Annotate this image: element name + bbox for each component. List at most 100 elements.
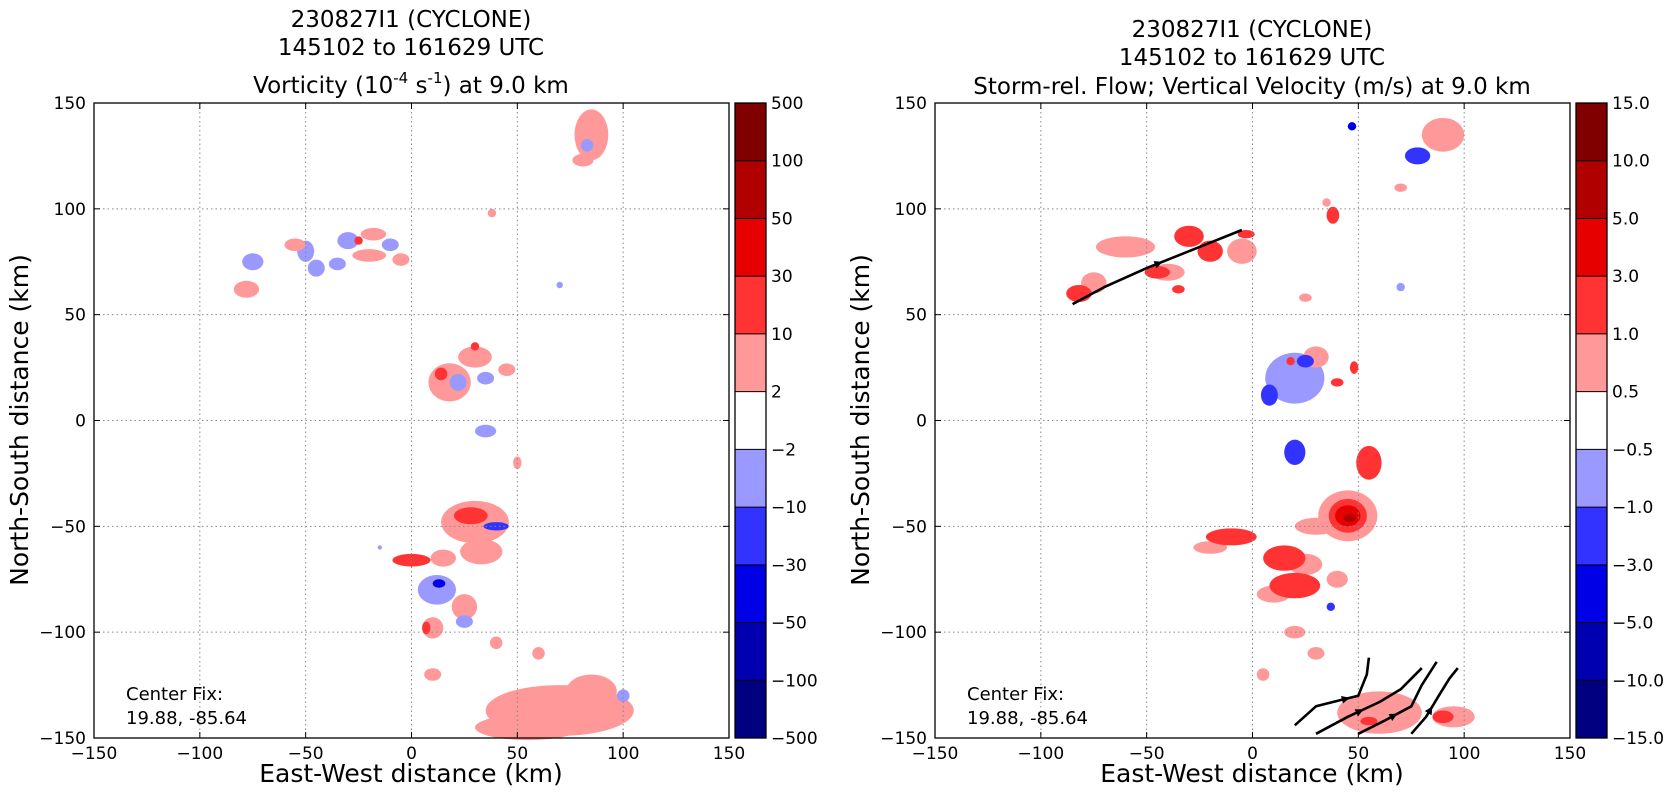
x-axis-label: East-West distance (km) [1100,759,1404,788]
colorbar-label: −2 [771,440,796,460]
y-tick-label: −50 [50,517,86,537]
field-patch [1263,545,1306,571]
streamline [1410,667,1459,735]
field-patch [1343,513,1357,523]
field-patch [377,545,382,550]
y-axis-ticks: 150 100 50 0 −50 −100 −150 [880,94,1570,749]
field-patch [1095,236,1156,258]
field-patch [1205,528,1257,546]
field-patch [1347,122,1357,131]
field-patch [434,367,448,381]
colorbar-swatch [1576,103,1607,162]
field-patch [1256,668,1270,681]
x-axis-label: East-West distance (km) [259,759,563,788]
field-patch [1326,602,1336,611]
colorbar-swatch [735,333,766,393]
field-patch [455,615,473,628]
x-tick-label: −150 [71,744,118,764]
subtitle-part: s [408,73,427,99]
x-tick-label: 150 [1554,744,1586,764]
x-tick-label: 100 [1448,744,1480,764]
field-patch [1322,198,1331,207]
colorbar-label: 1.0 [1612,325,1639,345]
y-tick-label: 0 [75,412,86,432]
field-patch [475,714,581,741]
y-tick-label: −100 [39,623,86,643]
panel-title-line-2: 145102 to 161629 UTC [1119,45,1385,71]
colorbar: 15.0 10.0 5.0 3.0 1.0 0.5 −0.5 −1.0 −3.0 −5.0 −10.… [1575,94,1664,749]
panel-subtitle: Vorticity (10-4 s-1) at 9.0 km [253,69,569,99]
plot-area [93,102,730,741]
field-patch [417,575,456,605]
field-patch [458,346,492,368]
colorbar-swatch [1576,680,1607,739]
field-patch [1296,354,1314,368]
field-patch [1326,570,1348,588]
center-fix-coords: 19.88, -85.64 [967,708,1088,729]
panel-title-line-1: 230827I1 (CYCLONE) [291,7,532,33]
field-patch [451,594,478,620]
x-axis-ticks: −150 −100 −50 0 50 100 150 [71,103,745,764]
field-patch [1284,625,1306,639]
colorbar-swatch [735,391,766,450]
plot-background [94,103,729,738]
colorbar-label: −30 [771,556,807,576]
y-axis-label: North-South distance (km) [5,254,34,586]
panel-subtitle: Storm-rel. Flow; Vertical Velocity (m/s)… [973,74,1531,100]
x-tick-label: −150 [912,744,959,764]
streamline [1071,228,1243,306]
field-patch [1307,647,1325,660]
field-patch [477,371,495,385]
streamline-arrow [1388,713,1398,721]
colorbar-label: −3.0 [1612,556,1653,576]
vorticity-field [233,109,634,741]
y-tick-label: 0 [916,412,927,432]
field-patch [1356,445,1382,480]
colorbar-label: 15.0 [1612,94,1650,114]
field-patch [532,647,545,660]
center-fix-label: Center Fix: [967,684,1064,705]
field-patch [1421,117,1465,152]
field-patch [1330,378,1344,387]
field-patch [360,227,387,241]
field-patch [1360,716,1378,726]
colorbar-label: −15.0 [1612,729,1664,749]
colorbar-label: −1.0 [1612,498,1653,518]
field-patch [449,373,467,391]
field-patch [1326,206,1340,224]
colorbar-swatch [1576,507,1607,566]
streamline-arrow [1341,695,1350,704]
y-tick-label: −50 [891,517,927,537]
y-tick-label: −100 [880,623,927,643]
colorbar-swatch [735,622,766,681]
colorbar-frame [734,102,767,739]
field-patch [1299,293,1312,302]
field-patch [381,238,399,252]
field-patch [1269,572,1321,599]
field-patch [424,668,442,681]
y-tick-label: 150 [895,94,927,114]
y-tick-label: 50 [64,306,86,326]
panel-title-line-1: 230827I1 (CYCLONE) [1132,17,1373,43]
streamline-arrow [1153,261,1163,269]
field-patch [1432,710,1454,724]
colorbar-label: −5.0 [1612,614,1653,634]
colorbar-swatch [735,680,766,739]
vertical-velocity-panel: 230827I1 (CYCLONE) 145102 to 161629 UTC … [846,17,1664,788]
plot-area [934,102,1571,739]
subtitle-exponent: -1 [428,69,443,87]
x-tick-label: 50 [1348,744,1370,764]
x-tick-label: −50 [1129,744,1165,764]
subtitle-part: Vorticity (10 [253,73,393,99]
field-patch [392,253,410,266]
colorbar-label: 5.0 [1612,209,1639,229]
field-patch [460,539,503,565]
field-patch [574,109,609,161]
colorbar-swatch [735,507,766,566]
field-patch [1284,439,1306,465]
colorbar-swatch [1576,564,1607,624]
colorbar-swatch [1576,333,1607,393]
colorbar-label: 100 [771,152,803,172]
x-tick-label: −100 [176,744,223,764]
